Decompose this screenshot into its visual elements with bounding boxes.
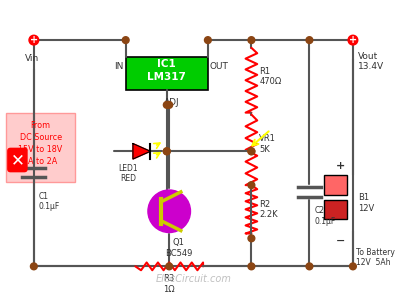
Text: ✕: ✕ <box>10 151 24 169</box>
Circle shape <box>29 35 39 45</box>
Circle shape <box>122 37 129 43</box>
Text: To Battery
12V  5Ah: To Battery 12V 5Ah <box>356 248 395 267</box>
Circle shape <box>204 37 211 43</box>
Circle shape <box>248 182 255 188</box>
FancyBboxPatch shape <box>324 175 347 195</box>
Text: Vout
13.4V: Vout 13.4V <box>358 52 384 71</box>
FancyBboxPatch shape <box>126 57 208 90</box>
Circle shape <box>148 190 190 233</box>
Text: +: + <box>30 35 38 45</box>
Text: IN: IN <box>114 62 124 71</box>
Circle shape <box>164 148 170 155</box>
Text: From
DC Source
15V to 18V
1A to 2A: From DC Source 15V to 18V 1A to 2A <box>18 121 63 166</box>
FancyBboxPatch shape <box>6 113 76 182</box>
Circle shape <box>164 148 170 155</box>
Circle shape <box>166 101 172 108</box>
Circle shape <box>306 263 313 270</box>
Circle shape <box>248 148 255 155</box>
Text: +: + <box>336 161 345 171</box>
Circle shape <box>306 37 313 43</box>
Text: B1
12V: B1 12V <box>358 193 374 213</box>
Text: R1
470Ω: R1 470Ω <box>259 67 281 86</box>
Text: −: − <box>336 235 345 245</box>
Circle shape <box>348 35 358 45</box>
Text: Vin: Vin <box>25 54 39 63</box>
Circle shape <box>248 263 255 270</box>
Text: Q1
BC549: Q1 BC549 <box>165 238 192 258</box>
Text: IC1
LM317: IC1 LM317 <box>147 59 186 82</box>
Circle shape <box>166 263 172 270</box>
Text: ADJ: ADJ <box>164 98 180 107</box>
Text: R3
1Ω: R3 1Ω <box>163 274 175 293</box>
Text: +: + <box>349 35 357 45</box>
Circle shape <box>248 235 255 242</box>
Text: C1
0.1µF: C1 0.1µF <box>39 192 60 211</box>
Circle shape <box>248 37 255 43</box>
Text: OUT: OUT <box>210 62 229 71</box>
Circle shape <box>350 263 356 270</box>
Polygon shape <box>133 144 150 159</box>
Text: ElecCircuit.com: ElecCircuit.com <box>156 274 231 284</box>
Text: C2
0.1µF: C2 0.1µF <box>314 206 336 226</box>
FancyBboxPatch shape <box>324 200 347 219</box>
Text: LED1
RED: LED1 RED <box>118 164 138 183</box>
Circle shape <box>30 263 37 270</box>
Text: VR1
5K: VR1 5K <box>259 134 276 154</box>
Circle shape <box>164 101 170 108</box>
Text: R2
2.2K: R2 2.2K <box>259 200 278 219</box>
Circle shape <box>248 148 255 155</box>
